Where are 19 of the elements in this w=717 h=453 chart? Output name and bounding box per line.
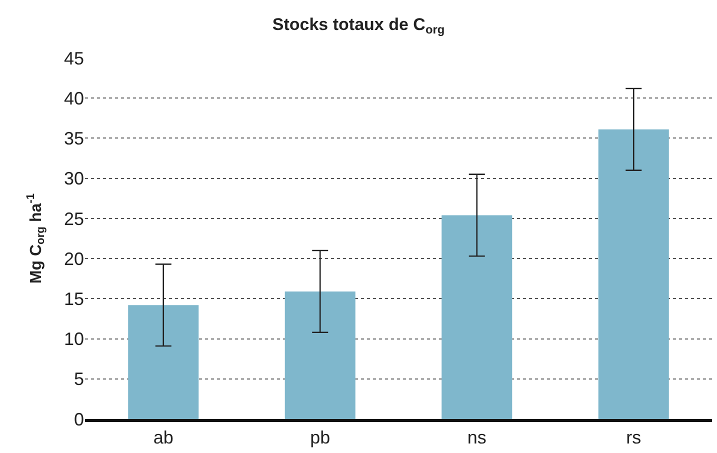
y-tick-label: 45 (64, 48, 84, 68)
y-tick-label: 15 (64, 288, 84, 309)
bar (284, 291, 356, 419)
y-tick-label: 20 (64, 248, 84, 269)
y-tick-label: 35 (64, 128, 84, 149)
chart-title: Stocks totaux de C$_{org}$ (272, 15, 445, 37)
bar (128, 305, 199, 419)
x-tick-label: rs (626, 428, 642, 448)
bar (442, 215, 512, 419)
bar (598, 129, 669, 419)
y-tick-label: 40 (64, 88, 84, 108)
y-tick-label: 25 (64, 208, 84, 229)
y-tick-label: 5 (74, 369, 84, 390)
x-tick-label: ab (153, 428, 174, 448)
x-tick-label: ns (467, 428, 486, 448)
x-tick-label: pb (310, 428, 330, 448)
y-tick-label: 0 (74, 409, 84, 430)
y-tick-label: 10 (64, 329, 84, 350)
y-tick-label: 30 (64, 168, 84, 189)
